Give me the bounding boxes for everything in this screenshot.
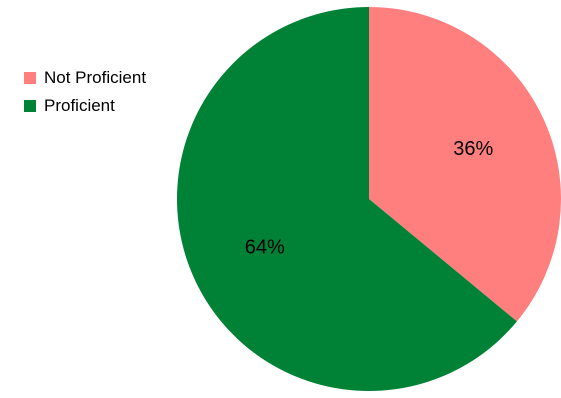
legend-swatch-proficient <box>24 100 36 112</box>
legend-label-not-proficient: Not Proficient <box>44 68 147 87</box>
pie-slice-not-proficient <box>369 7 561 322</box>
legend-swatch-not-proficient <box>24 72 36 84</box>
legend: Not Proficient Proficient <box>24 64 146 120</box>
slice-label-not-proficient: 36% <box>453 138 493 160</box>
pie-slice-proficient <box>177 7 517 392</box>
legend-item-not-proficient: Not Proficient <box>24 64 146 92</box>
legend-item-proficient: Proficient <box>24 92 146 120</box>
legend-label-proficient: Proficient <box>44 96 115 115</box>
slice-label-proficient: 64% <box>245 236 285 258</box>
